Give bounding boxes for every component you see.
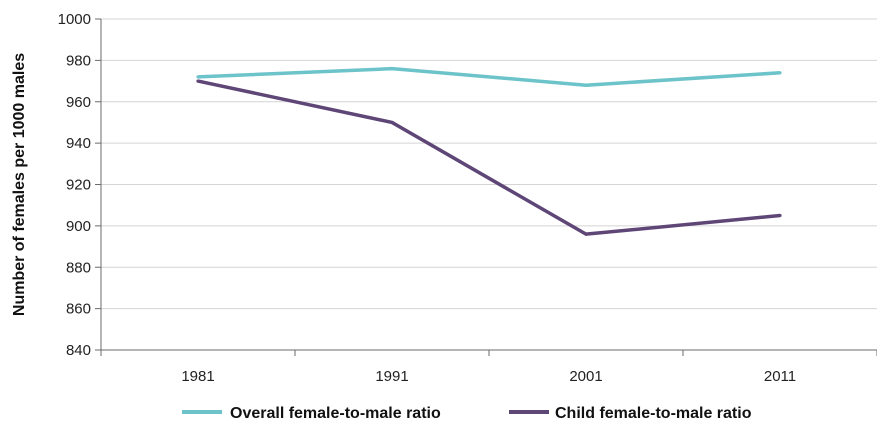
y-tick-label: 1000	[58, 11, 91, 28]
data-point-2011	[778, 213, 782, 218]
data-point-1991	[390, 120, 394, 125]
legend-label: Child female-to-male ratio	[555, 405, 752, 422]
series-line	[197, 79, 781, 236]
y-tick-label: 860	[66, 301, 91, 318]
data-point-2011	[778, 71, 782, 75]
series-line	[197, 66, 781, 87]
data-point-1981	[196, 75, 200, 79]
legend-item-child-ratio: Child female-to-male ratio	[509, 405, 752, 422]
y-tick-label: 960	[66, 94, 91, 111]
y-tick-labels: 840 860 880 900 920 940 960 980 1000	[58, 11, 101, 359]
x-tick-labels: 1981 1991 2001 2011	[100, 350, 877, 385]
grid-lines	[101, 18, 877, 310]
legend-label: Overall female-to-male ratio	[230, 405, 441, 422]
y-tick-label: 840	[66, 342, 91, 359]
data-point-1981	[196, 79, 200, 83]
x-tick-label-1991: 1991	[375, 368, 408, 385]
data-point-1991	[390, 67, 394, 71]
y-tick-label: 880	[66, 259, 91, 276]
y-tick-label: 980	[66, 52, 91, 69]
series-overall-ratio	[196, 66, 782, 87]
legend-item-overall-ratio: Overall female-to-male ratio	[182, 405, 441, 422]
x-tick-label-2001: 2001	[569, 368, 602, 385]
x-tick-label-2011: 2011	[764, 368, 796, 385]
series-child-ratio	[196, 79, 782, 236]
legend: Overall female-to-male ratio Child female…	[182, 405, 752, 422]
series-lines	[196, 66, 782, 236]
data-point-2001	[584, 232, 588, 236]
y-tick-label: 920	[66, 177, 91, 194]
y-tick-label: 940	[66, 135, 91, 152]
y-axis-title: Number of females per 1000 males	[11, 53, 28, 316]
x-tick-label-1981: 1981	[181, 368, 214, 385]
data-point-2001	[584, 83, 588, 87]
y-tick-label: 900	[66, 218, 91, 235]
